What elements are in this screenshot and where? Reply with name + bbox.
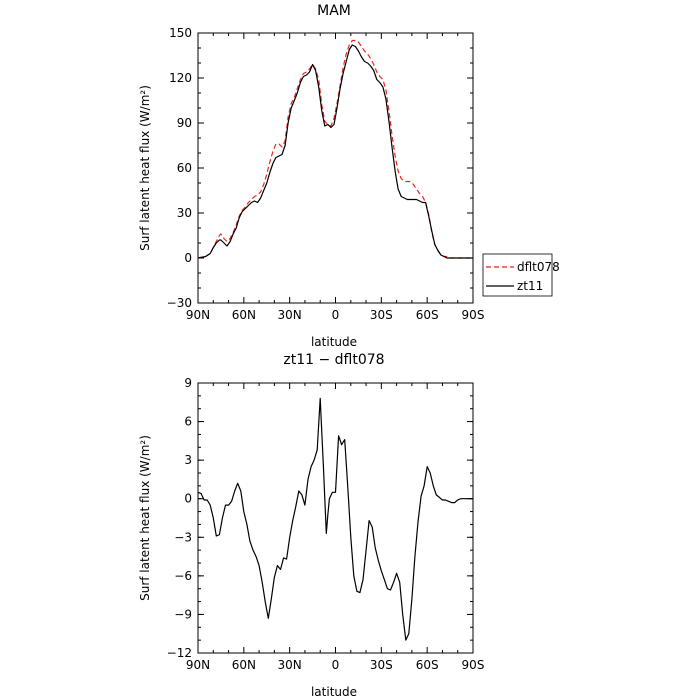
bottom-ytick-label: 0 bbox=[184, 492, 192, 506]
legend: dflt078 zt11 bbox=[482, 253, 560, 297]
top-xtick-label: 90S bbox=[462, 308, 485, 322]
bottom-xtick-label: 0 bbox=[332, 658, 340, 672]
top-ytick-label: 90 bbox=[177, 116, 192, 130]
bottom-yaxis-label: Surf latent heat flux (W/m²) bbox=[138, 435, 152, 601]
legend-label-zt11: zt11 bbox=[517, 279, 543, 293]
bottom-ytick-label: 3 bbox=[184, 453, 192, 467]
top-ytick-label: 0 bbox=[184, 251, 192, 265]
legend-box bbox=[482, 253, 553, 297]
top-panel: MAM 90N 60N 30N 0 30S 60S 90S−300306090120150 … bbox=[138, 3, 484, 349]
top-ytick-label: −30 bbox=[167, 296, 192, 310]
top-ytick-label: 150 bbox=[169, 26, 192, 40]
bottom-plot-frame bbox=[197, 382, 474, 654]
bottom-ytick-label: −3 bbox=[174, 530, 192, 544]
bottom-ticks: 90N 60N 30N 0 30S 60S 90S −12 −9 −6 −3 0 3 6 9 bbox=[167, 376, 485, 672]
top-ticks: 90N 60N 30N 0 30S 60S 90S −30 0 30 60 90 120 150 bbox=[167, 26, 485, 322]
top-series-lines bbox=[197, 39, 473, 259]
top-xaxis-label: latitude bbox=[311, 335, 357, 349]
top-xtick-label: 60N bbox=[232, 308, 256, 322]
bottom-series-line bbox=[197, 397, 473, 641]
bottom-series-lines bbox=[197, 397, 473, 641]
top-xtick-label: 90N bbox=[186, 308, 210, 322]
bottom-xtick-label: 90S bbox=[462, 658, 485, 672]
top-ytick-label: 60 bbox=[177, 161, 192, 175]
bottom-xtick-label: 60S bbox=[416, 658, 439, 672]
bottom-ytick-label: −9 bbox=[174, 607, 192, 621]
top-plot-frame bbox=[197, 32, 474, 304]
bottom-xtick-label: 60N bbox=[232, 658, 256, 672]
bottom-ytick-label: −6 bbox=[174, 569, 192, 583]
bottom-xaxis-label: latitude bbox=[311, 685, 357, 699]
top-yaxis-label: Surf latent heat flux (W/m²) bbox=[138, 85, 152, 251]
bottom-ytick-label: 9 bbox=[184, 376, 192, 390]
top-series-zt11 bbox=[197, 44, 473, 259]
top-xtick-label: 0 bbox=[332, 308, 340, 322]
bottom-xtick-label: 30N bbox=[278, 658, 302, 672]
legend-label-dflt078: dflt078 bbox=[517, 260, 560, 274]
bottom-chart-title: zt11 − dflt078 bbox=[283, 352, 384, 368]
top-xtick-label: 30S bbox=[370, 308, 393, 322]
bottom-panel: zt11 − dflt078 90N 60N 30N 0 30S 60S 90S −12 −9 −… bbox=[138, 352, 484, 699]
top-chart-title: MAM bbox=[317, 3, 351, 19]
top-ytick-label: 120 bbox=[169, 71, 192, 85]
top-series-dflt078 bbox=[197, 39, 473, 259]
bottom-xtick-label: 90N bbox=[186, 658, 210, 672]
bottom-ytick-label: 6 bbox=[184, 415, 192, 429]
bottom-xtick-label: 30S bbox=[370, 658, 393, 672]
top-xtick-label: 60S bbox=[416, 308, 439, 322]
bottom-ytick-label: −12 bbox=[167, 646, 192, 660]
top-ytick-label: 30 bbox=[177, 206, 192, 220]
top-xtick-label: 30N bbox=[278, 308, 302, 322]
